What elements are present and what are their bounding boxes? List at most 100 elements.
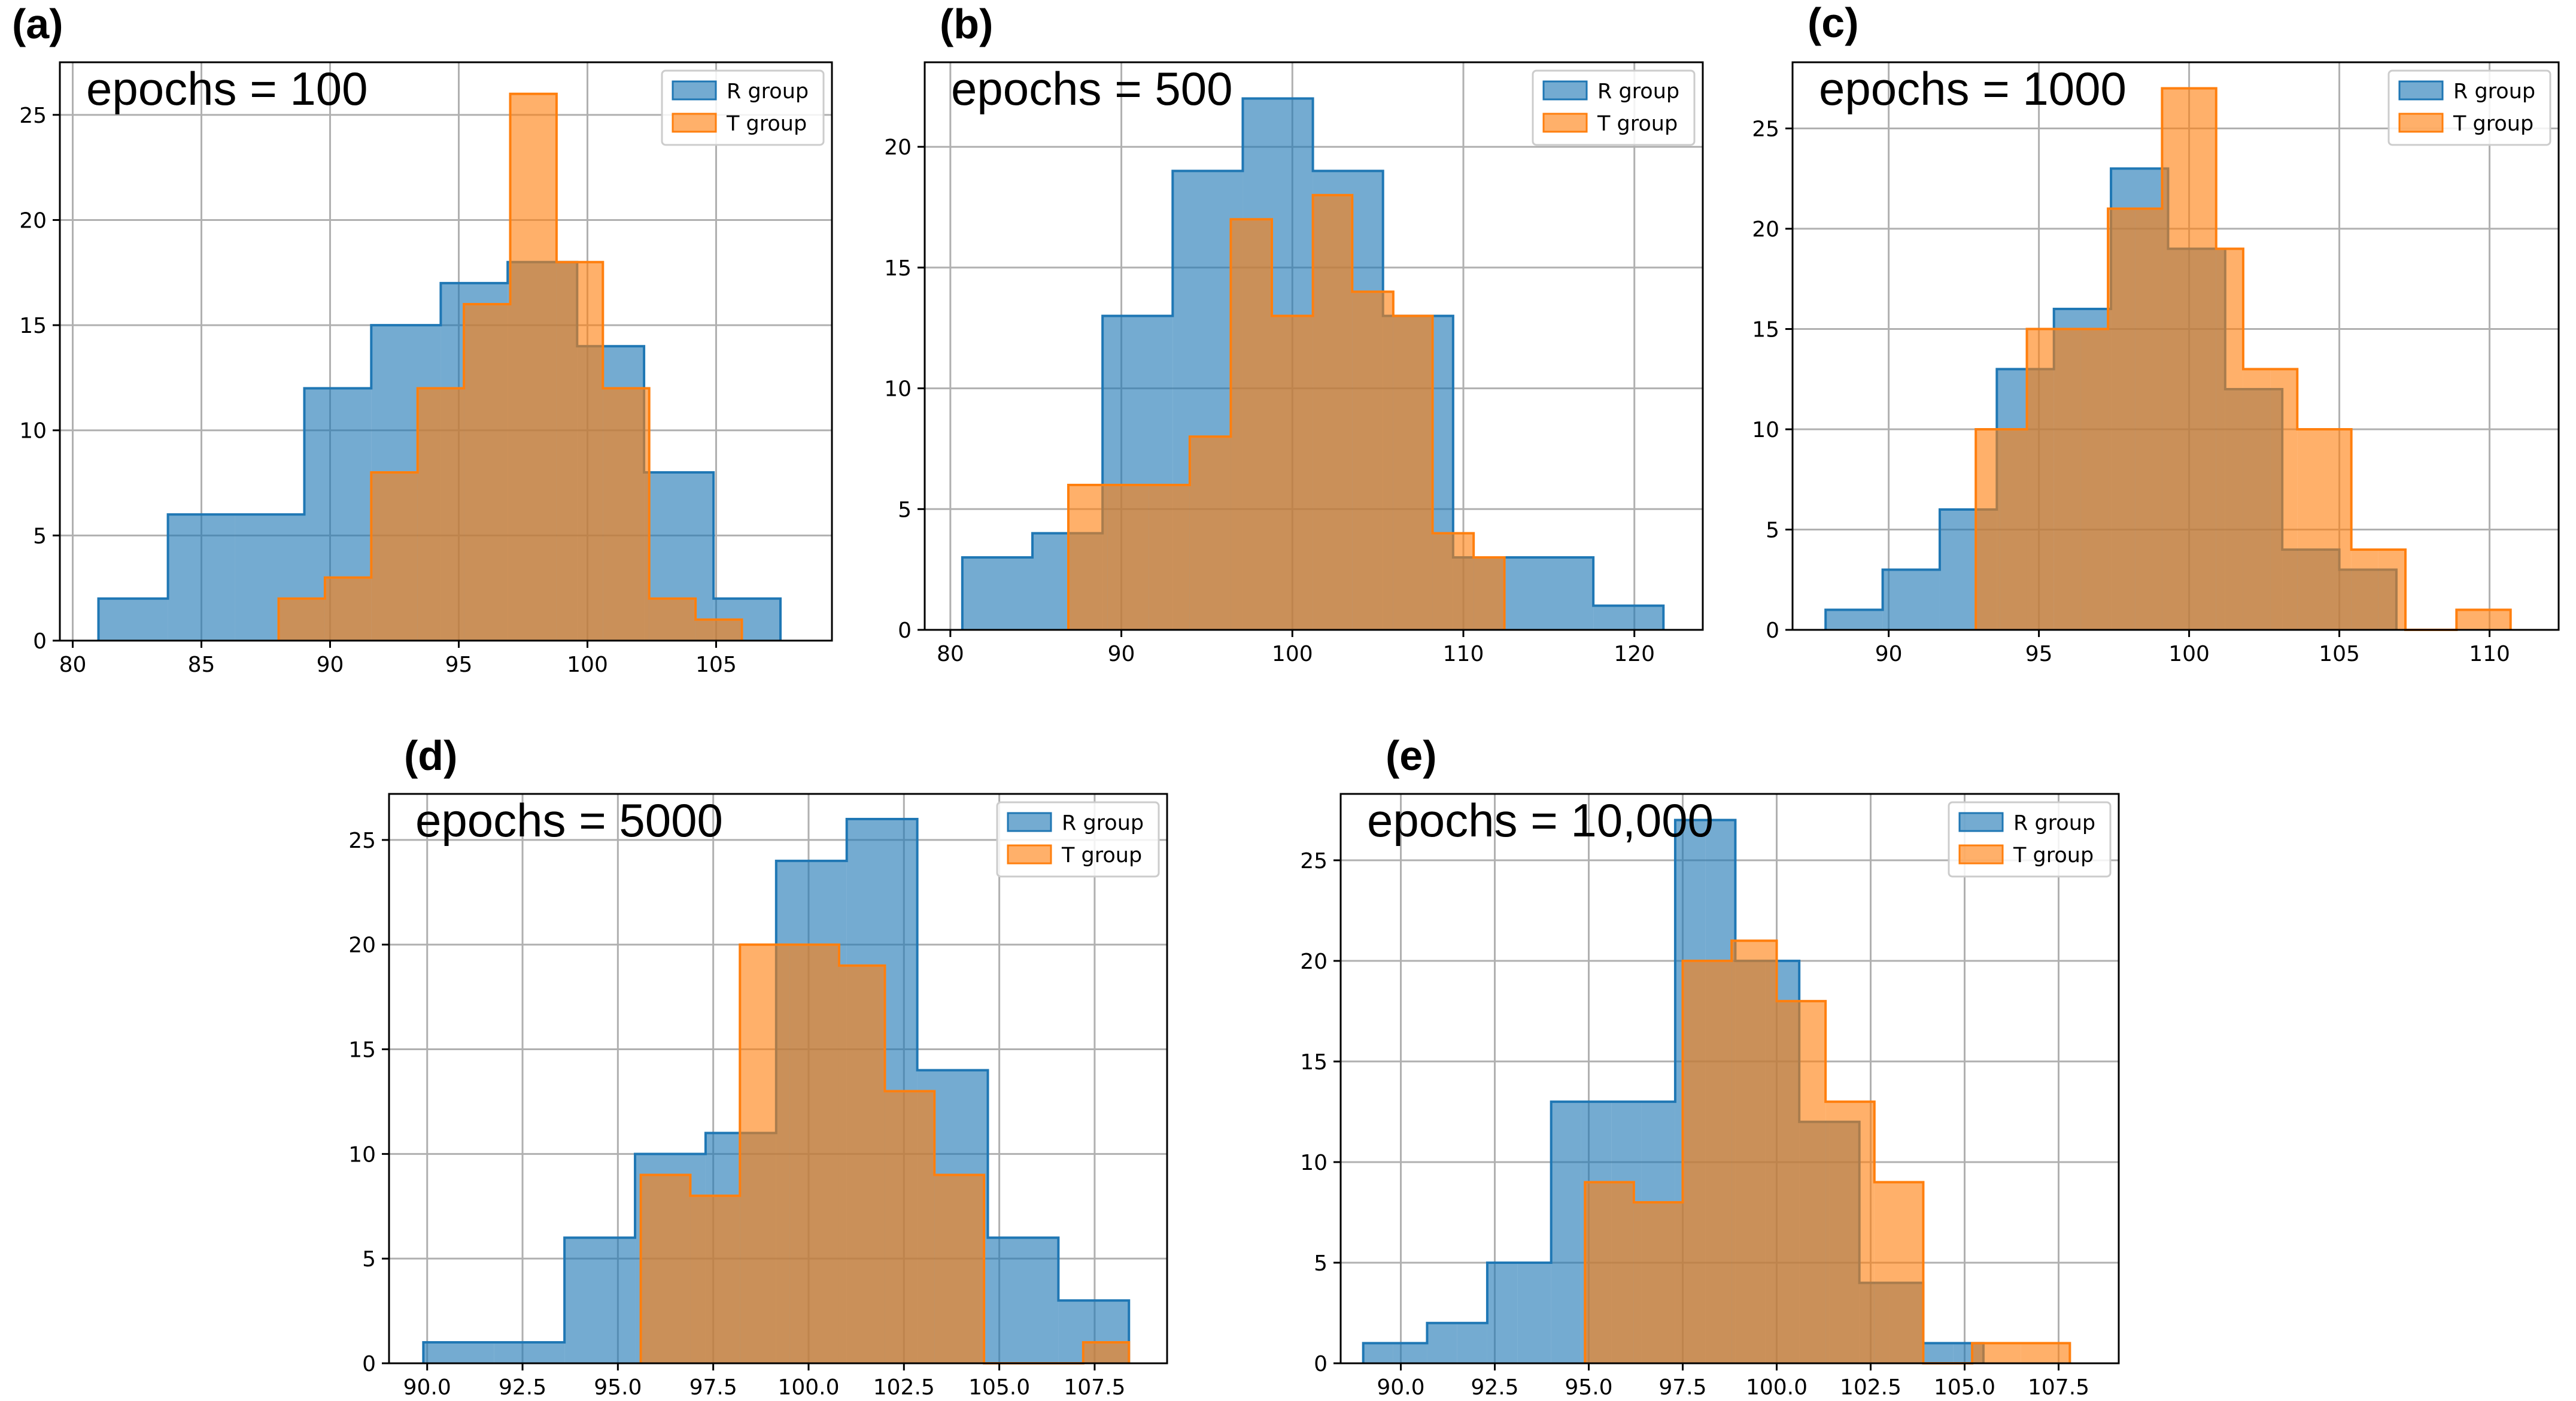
t-group-outline — [1067, 193, 1506, 630]
x-tick-label: 100 — [1272, 642, 1313, 666]
x-tick-label: 95 — [445, 653, 473, 677]
t-group-bar — [1149, 484, 1190, 630]
y-tick-label: 0 — [1314, 1352, 1328, 1376]
panel-label-d: (d) — [404, 732, 458, 779]
t-group-bar — [2135, 208, 2162, 630]
epochs-annotation: epochs = 1000 — [1819, 62, 2127, 115]
r-group-bar — [1825, 609, 1883, 630]
y-tick-label: 0 — [898, 618, 912, 643]
t-group-bar — [695, 619, 742, 641]
legend-label-r-group: R group — [2453, 80, 2535, 104]
r-group-bar — [564, 1238, 636, 1363]
t-group-bar — [649, 598, 696, 641]
y-tick-label: 20 — [348, 933, 376, 958]
t-group-bar — [2189, 88, 2216, 630]
t-group-bar — [1633, 1202, 1683, 1363]
y-tick-label: 25 — [19, 104, 47, 128]
x-tick-label: 90.0 — [1377, 1375, 1424, 1400]
t-group-bar — [1585, 1182, 1634, 1363]
t-group-bar — [1083, 1342, 1129, 1363]
y-tick-label: 15 — [348, 1038, 376, 1063]
t-group-bar — [934, 1175, 985, 1363]
x-tick-label: 80 — [59, 653, 87, 677]
legend-swatch-t-group — [1007, 844, 1052, 865]
t-group-bar — [1976, 429, 2000, 630]
legend-label-r-group: R group — [1062, 811, 1144, 835]
y-tick-label: 0 — [1766, 618, 1779, 643]
t-group-bar — [2270, 369, 2298, 630]
y-tick-label: 10 — [1752, 418, 1779, 442]
y-tick-label: 5 — [1314, 1251, 1328, 1276]
legend-swatch-t-group — [1958, 844, 2004, 865]
axes-frame — [59, 61, 833, 642]
t-group-bar — [2378, 550, 2405, 630]
t-group-bar — [1352, 292, 1393, 630]
t-group-bar — [839, 965, 885, 1363]
epochs-annotation: epochs = 10,000 — [1367, 794, 1714, 847]
t-group-bar — [1972, 1343, 2021, 1363]
y-tick-label: 15 — [19, 314, 47, 338]
axes-frame — [1791, 61, 2560, 631]
x-tick-label: 85 — [188, 653, 215, 677]
panel-label-c: (c) — [1808, 0, 1859, 46]
t-group-bar — [1776, 1001, 1826, 1363]
chart-d: 90.0 92.5 95.0 97.5 100.0 102.5 105.0 107.5 0 5 10… — [348, 793, 1168, 1400]
t-group-bar — [1731, 941, 1777, 1363]
x-tick-label: 100.0 — [1746, 1375, 1808, 1400]
x-tick-label: 95.0 — [1565, 1375, 1612, 1400]
r-group-bar — [1523, 557, 1594, 630]
panel-label-e: (e) — [1386, 732, 1437, 779]
legend-label-r-group: R group — [2013, 811, 2095, 835]
t-group-bar — [1474, 557, 1505, 630]
t-group-bar — [640, 1175, 691, 1363]
x-tick-label: 107.5 — [1064, 1375, 1125, 1400]
x-tick-label: 105.0 — [968, 1375, 1030, 1400]
t-group-bar — [1272, 316, 1313, 630]
chart-panel-a: (a) 80 85 90 95 100 105 0 5 10 15 20 25 epochs = 100… — [0, 0, 856, 706]
r-group-bar — [98, 598, 168, 641]
x-tick-label: 102.5 — [1840, 1375, 1901, 1400]
y-tick-label: 0 — [362, 1352, 376, 1376]
legend-swatch-r-group — [672, 80, 717, 101]
legend-label-t-group: T group — [1597, 112, 1678, 136]
epochs-annotation: epochs = 5000 — [415, 794, 723, 847]
y-tick-label: 25 — [1300, 849, 1328, 874]
x-tick-label: 107.5 — [2028, 1375, 2089, 1400]
y-tick-label: 5 — [898, 498, 912, 522]
t-group-bar — [1432, 533, 1474, 630]
t-group-bar — [2027, 329, 2054, 630]
x-tick-label: 110 — [2469, 642, 2510, 666]
t-group-bar — [1825, 1102, 1875, 1363]
t-group-bar — [2021, 1343, 2070, 1363]
legend-label-t-group: T group — [2453, 112, 2534, 136]
legend-swatch-r-group — [2398, 80, 2444, 101]
x-tick-label: 95 — [2025, 642, 2053, 666]
t-group-bar — [464, 304, 511, 641]
r-group-bar — [1882, 569, 1940, 630]
r-group-outline — [97, 260, 782, 641]
t-group-bar — [556, 262, 603, 641]
y-tick-label: 25 — [348, 829, 376, 853]
x-tick-label: 100 — [567, 653, 608, 677]
t-group-bar — [2000, 429, 2027, 630]
x-tick-label: 105 — [695, 653, 737, 677]
t-group-bar — [2162, 88, 2189, 630]
y-tick-label: 5 — [1766, 518, 1779, 543]
t-group-bar — [1107, 484, 1149, 630]
y-tick-label: 25 — [1752, 117, 1779, 142]
legend-swatch-t-group — [2398, 113, 2444, 133]
t-group-bar — [1068, 484, 1108, 630]
y-tick-label: 5 — [33, 524, 47, 548]
t-group-bar — [324, 577, 372, 641]
x-tick-label: 90 — [1875, 642, 1903, 666]
x-tick-label: 100 — [2168, 642, 2210, 666]
t-group-bar — [2297, 429, 2325, 630]
legend-label-r-group: R group — [727, 80, 809, 104]
t-group-outline — [277, 92, 743, 641]
t-group-bar — [2483, 609, 2511, 630]
chart-panel-c: (c) 90 95 100 105 110 0 5 10 15 20 25 epochs = 1000… — [1730, 0, 2576, 706]
t-group-bar — [2216, 248, 2243, 630]
t-group-bar — [690, 1196, 740, 1363]
axes-frame — [388, 793, 1168, 1364]
r-group-bar — [1363, 1343, 1393, 1363]
